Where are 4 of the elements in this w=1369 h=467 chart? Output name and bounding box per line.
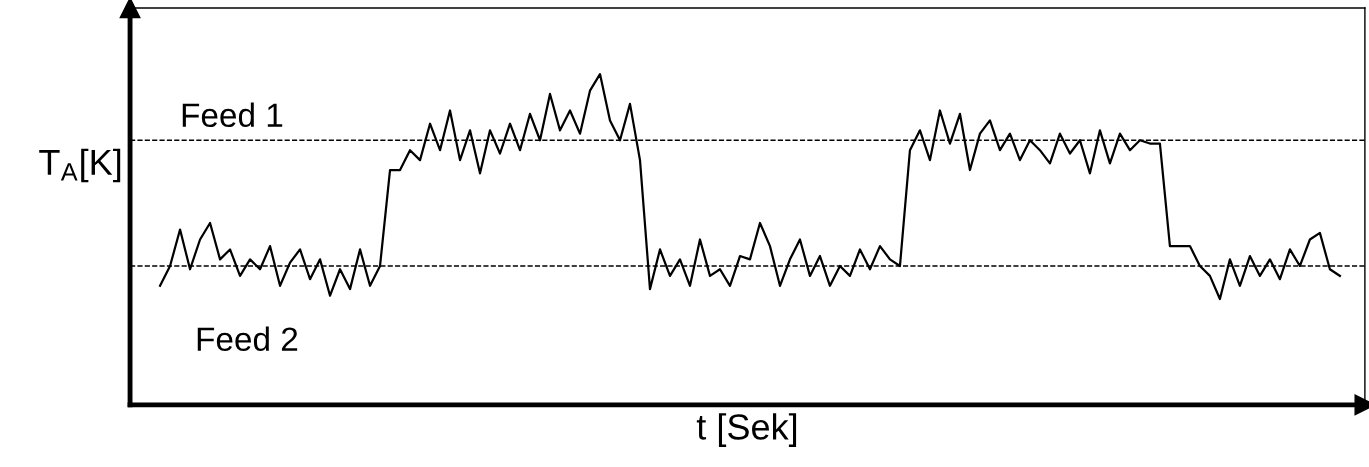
y-axis-title: T$_{A}$[K]	[39, 148, 121, 183]
ref-line-label: Feed 2	[197, 326, 298, 351]
x-axis-title: t [Sek]	[696, 413, 797, 447]
ref-line-label: Feed 1	[182, 102, 283, 128]
